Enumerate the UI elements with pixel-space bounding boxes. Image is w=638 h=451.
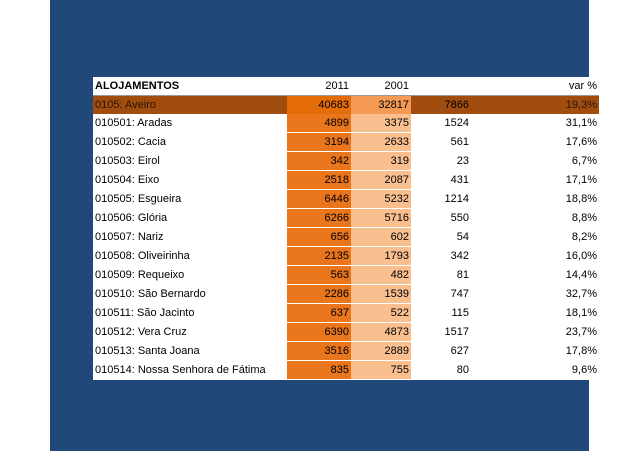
cell-2001: 2633 (351, 132, 411, 152)
cell-2011: 656 (287, 227, 351, 247)
cell-difference: 7866 (411, 95, 471, 114)
table-row: 010510: São Bernardo 2286 1539 747 32,7% (93, 284, 599, 304)
cell-difference: 80 (411, 360, 471, 380)
cell-name: 010506: Glória (93, 208, 287, 228)
cell-2011: 563 (287, 265, 351, 285)
cell-2011: 6266 (287, 208, 351, 228)
table-row: 010504: Eixo 2518 2087 431 17,1% (93, 170, 599, 190)
table-row: 010506: Glória 6266 5716 550 8,8% (93, 208, 599, 228)
cell-name: 010512: Vera Cruz (93, 322, 287, 342)
cell-2011: 835 (287, 360, 351, 380)
cell-2011: 3516 (287, 341, 351, 361)
cell-name: 010513: Santa Joana (93, 341, 287, 361)
cell-2011: 2286 (287, 284, 351, 304)
cell-2011: 342 (287, 151, 351, 171)
cell-2001: 4873 (351, 322, 411, 342)
cell-name: 010511: São Jacinto (93, 303, 287, 323)
cell-var-percent: 32,7% (471, 284, 599, 304)
table-row: 010511: São Jacinto 637 522 115 18,1% (93, 303, 599, 323)
cell-2011: 40683 (287, 95, 351, 114)
cell-difference: 54 (411, 227, 471, 247)
cell-2001: 602 (351, 227, 411, 247)
cell-difference: 747 (411, 284, 471, 304)
cell-2001: 1793 (351, 246, 411, 266)
cell-difference: 342 (411, 246, 471, 266)
cell-difference: 627 (411, 341, 471, 361)
header-2011: 2011 (287, 77, 351, 96)
header-var-percent: var % (471, 77, 599, 96)
cell-2011: 637 (287, 303, 351, 323)
alojamentos-table: ALOJAMENTOS 2011 2001 var % 0105: Aveiro… (93, 77, 599, 380)
table-row: 010508: Oliveirinha 2135 1793 342 16,0% (93, 246, 599, 266)
cell-name: 010503: Eirol (93, 151, 287, 171)
cell-var-percent: 16,0% (471, 246, 599, 266)
cell-2011: 4899 (287, 114, 351, 133)
header-difference (411, 77, 471, 96)
cell-var-percent: 17,8% (471, 341, 599, 361)
cell-2011: 3194 (287, 132, 351, 152)
cell-difference: 115 (411, 303, 471, 323)
cell-difference: 81 (411, 265, 471, 285)
cell-2001: 482 (351, 265, 411, 285)
cell-difference: 1517 (411, 322, 471, 342)
cell-difference: 550 (411, 208, 471, 228)
table-row: 010512: Vera Cruz 6390 4873 1517 23,7% (93, 322, 599, 342)
table-row: 010513: Santa Joana 3516 2889 627 17,8% (93, 341, 599, 361)
cell-difference: 1214 (411, 189, 471, 209)
cell-difference: 23 (411, 151, 471, 171)
cell-var-percent: 19,3% (471, 95, 599, 114)
cell-name: 0105: Aveiro (93, 95, 287, 114)
table-row: 010509: Requeixo 563 482 81 14,4% (93, 265, 599, 285)
table-row: 010502: Cacia 3194 2633 561 17,6% (93, 132, 599, 152)
cell-2011: 2135 (287, 246, 351, 266)
cell-2011: 6390 (287, 322, 351, 342)
cell-name: 010502: Cacia (93, 132, 287, 152)
cell-2001: 3375 (351, 114, 411, 133)
cell-name: 010507: Nariz (93, 227, 287, 247)
cell-2001: 5232 (351, 189, 411, 209)
cell-2001: 1539 (351, 284, 411, 304)
cell-var-percent: 31,1% (471, 114, 599, 133)
cell-var-percent: 17,1% (471, 170, 599, 190)
cell-var-percent: 23,7% (471, 322, 599, 342)
cell-name: 010505: Esgueira (93, 189, 287, 209)
table-row-total: 0105: Aveiro 40683 32817 7866 19,3% (93, 95, 599, 114)
cell-var-percent: 6,7% (471, 151, 599, 171)
cell-2011: 2518 (287, 170, 351, 190)
table-row: 010501: Aradas 4899 3375 1524 31,1% (93, 114, 599, 133)
cell-2001: 5716 (351, 208, 411, 228)
cell-2001: 522 (351, 303, 411, 323)
cell-var-percent: 18,8% (471, 189, 599, 209)
cell-2001: 755 (351, 360, 411, 380)
cell-difference: 561 (411, 132, 471, 152)
cell-var-percent: 18,1% (471, 303, 599, 323)
table-header-row: ALOJAMENTOS 2011 2001 var % (93, 77, 599, 96)
cell-name: 010501: Aradas (93, 114, 287, 133)
cell-var-percent: 8,8% (471, 208, 599, 228)
cell-difference: 1524 (411, 114, 471, 133)
table-row: 010507: Nariz 656 602 54 8,2% (93, 227, 599, 247)
cell-name: 010514: Nossa Senhora de Fátima (93, 360, 287, 380)
header-2001: 2001 (351, 77, 411, 96)
table-row: 010514: Nossa Senhora de Fátima 835 755 80 9… (93, 360, 599, 380)
cell-difference: 431 (411, 170, 471, 190)
header-alojamentos: ALOJAMENTOS (93, 77, 287, 96)
cell-name: 010509: Requeixo (93, 265, 287, 285)
cell-name: 010504: Eixo (93, 170, 287, 190)
cell-2011: 6446 (287, 189, 351, 209)
cell-name: 010510: São Bernardo (93, 284, 287, 304)
cell-2001: 32817 (351, 95, 411, 114)
cell-2001: 319 (351, 151, 411, 171)
cell-2001: 2087 (351, 170, 411, 190)
cell-2001: 2889 (351, 341, 411, 361)
cell-name: 010508: Oliveirinha (93, 246, 287, 266)
table-row: 010505: Esgueira 6446 5232 1214 18,8% (93, 189, 599, 209)
cell-var-percent: 9,6% (471, 360, 599, 380)
cell-var-percent: 14,4% (471, 265, 599, 285)
cell-var-percent: 8,2% (471, 227, 599, 247)
table-row: 010503: Eirol 342 319 23 6,7% (93, 151, 599, 171)
cell-var-percent: 17,6% (471, 132, 599, 152)
